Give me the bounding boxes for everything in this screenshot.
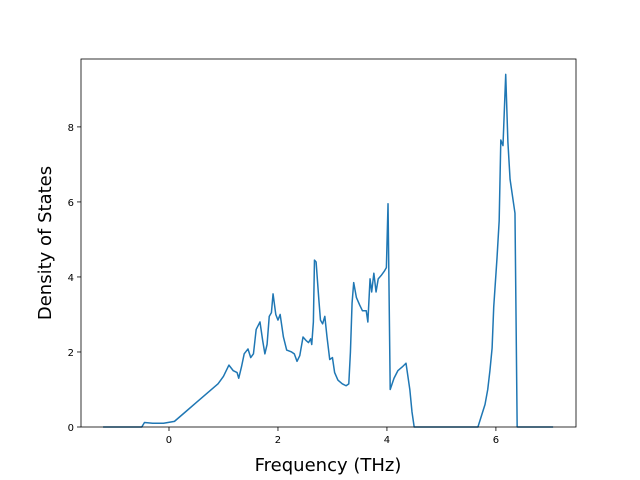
y-tick-label: 8 (68, 123, 74, 134)
y-tick-label: 6 (68, 198, 74, 209)
x-axis-label: Frequency (THz) (255, 455, 402, 476)
y-axis-label: Density of States (35, 166, 56, 320)
y-tick-label: 2 (68, 348, 74, 359)
line (103, 73, 554, 428)
x-tick-label: 2 (275, 435, 281, 446)
y-tick-label: 4 (68, 273, 74, 284)
plot-frame (80, 58, 577, 428)
x-tick-label: 4 (384, 435, 390, 446)
x-tick-label: 0 (166, 435, 172, 446)
y-tick-label: 0 (68, 423, 74, 434)
x-tick-label: 6 (493, 435, 499, 446)
